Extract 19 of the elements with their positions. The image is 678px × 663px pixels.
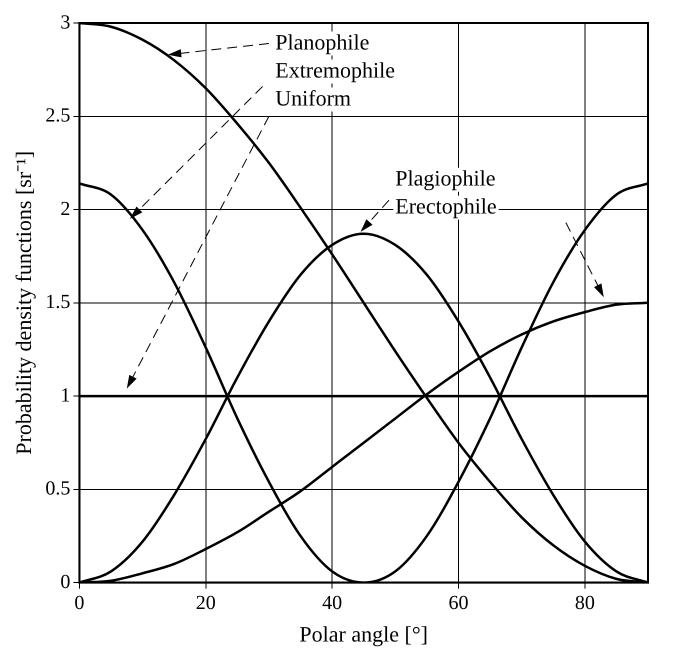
y-axis-title: Probability density functions [sr⁻¹] [10, 150, 36, 455]
x-tick-label: 60 [448, 592, 468, 614]
y-tick-label: 0.5 [45, 478, 70, 500]
x-tick-label: 80 [574, 592, 595, 614]
annotation: Plagiophile [395, 165, 496, 190]
annotation: Uniform [275, 85, 352, 110]
annotation: Extremophile [275, 57, 395, 82]
x-axis-title: Polar angle [°] [299, 622, 428, 647]
y-tick-label: 2 [60, 198, 70, 220]
y-tick-label: 1.5 [45, 291, 70, 314]
y-tick-label: 0 [60, 570, 70, 593]
x-tick-label: 40 [322, 592, 342, 614]
x-tick-label: 0 [74, 592, 84, 614]
x-tick-label: 20 [196, 592, 216, 614]
annotation: Planophile [275, 29, 370, 54]
y-tick-label: 2.5 [45, 104, 70, 127]
y-tick-label: 1 [60, 384, 70, 406]
y-tick-label: 3 [60, 11, 70, 34]
annotation: Erectophile [395, 193, 497, 218]
